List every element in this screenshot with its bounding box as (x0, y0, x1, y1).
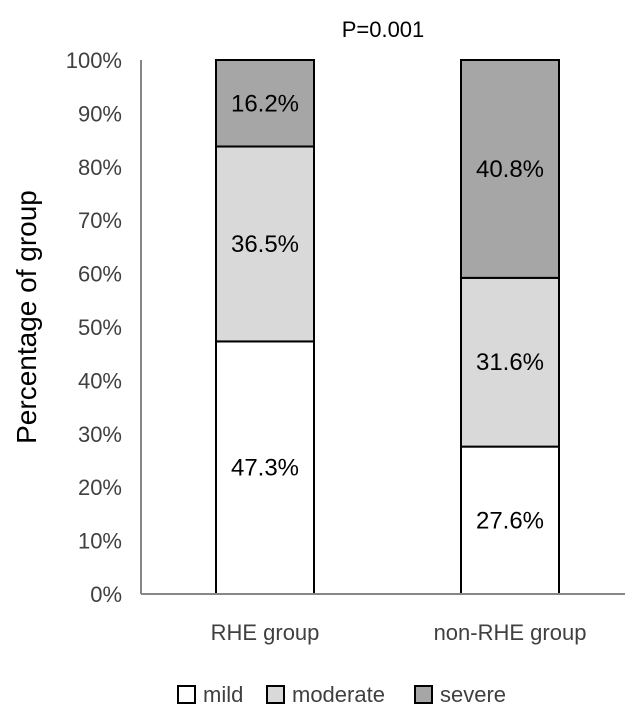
bar-segment-severe (460, 59, 560, 279)
y-tick-label: 100% (66, 48, 122, 73)
data-label: 16.2% (231, 90, 299, 117)
y-tick-label: 50% (78, 315, 122, 340)
data-label: 31.6% (476, 349, 544, 376)
y-tick-label: 40% (78, 368, 122, 393)
legend-swatch-moderate (266, 685, 285, 704)
data-label: 40.8% (476, 156, 544, 183)
chart-title: P=0.001 (342, 17, 425, 42)
legend-swatch-severe (414, 685, 433, 704)
y-axis-label: Percentage of group (11, 190, 42, 444)
data-label: 27.6% (476, 507, 544, 534)
data-label: 36.5% (231, 231, 299, 258)
x-axis-categories: RHE group non-RHE group (211, 620, 587, 645)
y-tick-label: 30% (78, 422, 122, 447)
y-axis-ticks: 0% 10% 20% 30% 40% 50% 60% 70% 80% 90% 100% (66, 48, 122, 607)
bar-segment-moderate (215, 145, 315, 343)
y-tick-label: 80% (78, 155, 122, 180)
legend-swatch-mild (177, 685, 196, 704)
bar-segment-severe (215, 59, 315, 148)
x-category-label: RHE group (211, 620, 320, 645)
y-tick-label: 70% (78, 208, 122, 233)
y-tick-label: 20% (78, 475, 122, 500)
y-tick-label: 90% (78, 101, 122, 126)
y-tick-label: 10% (78, 529, 122, 554)
bar-segment-mild (460, 445, 560, 595)
legend-label-severe: severe (440, 682, 506, 707)
legend: mild moderate severe (177, 682, 506, 707)
x-category-label: non-RHE group (434, 620, 587, 645)
legend-label-mild: mild (203, 682, 243, 707)
bar-segment-mild (215, 340, 315, 595)
data-label: 47.3% (231, 455, 299, 482)
y-tick-label: 0% (90, 582, 122, 607)
legend-label-moderate: moderate (292, 682, 385, 707)
bars: 47.3% 36.5% 16.2% 27.6% 31.6% 40.8% (215, 59, 560, 595)
y-tick-label: 60% (78, 262, 122, 287)
bar-segment-moderate (460, 276, 560, 448)
